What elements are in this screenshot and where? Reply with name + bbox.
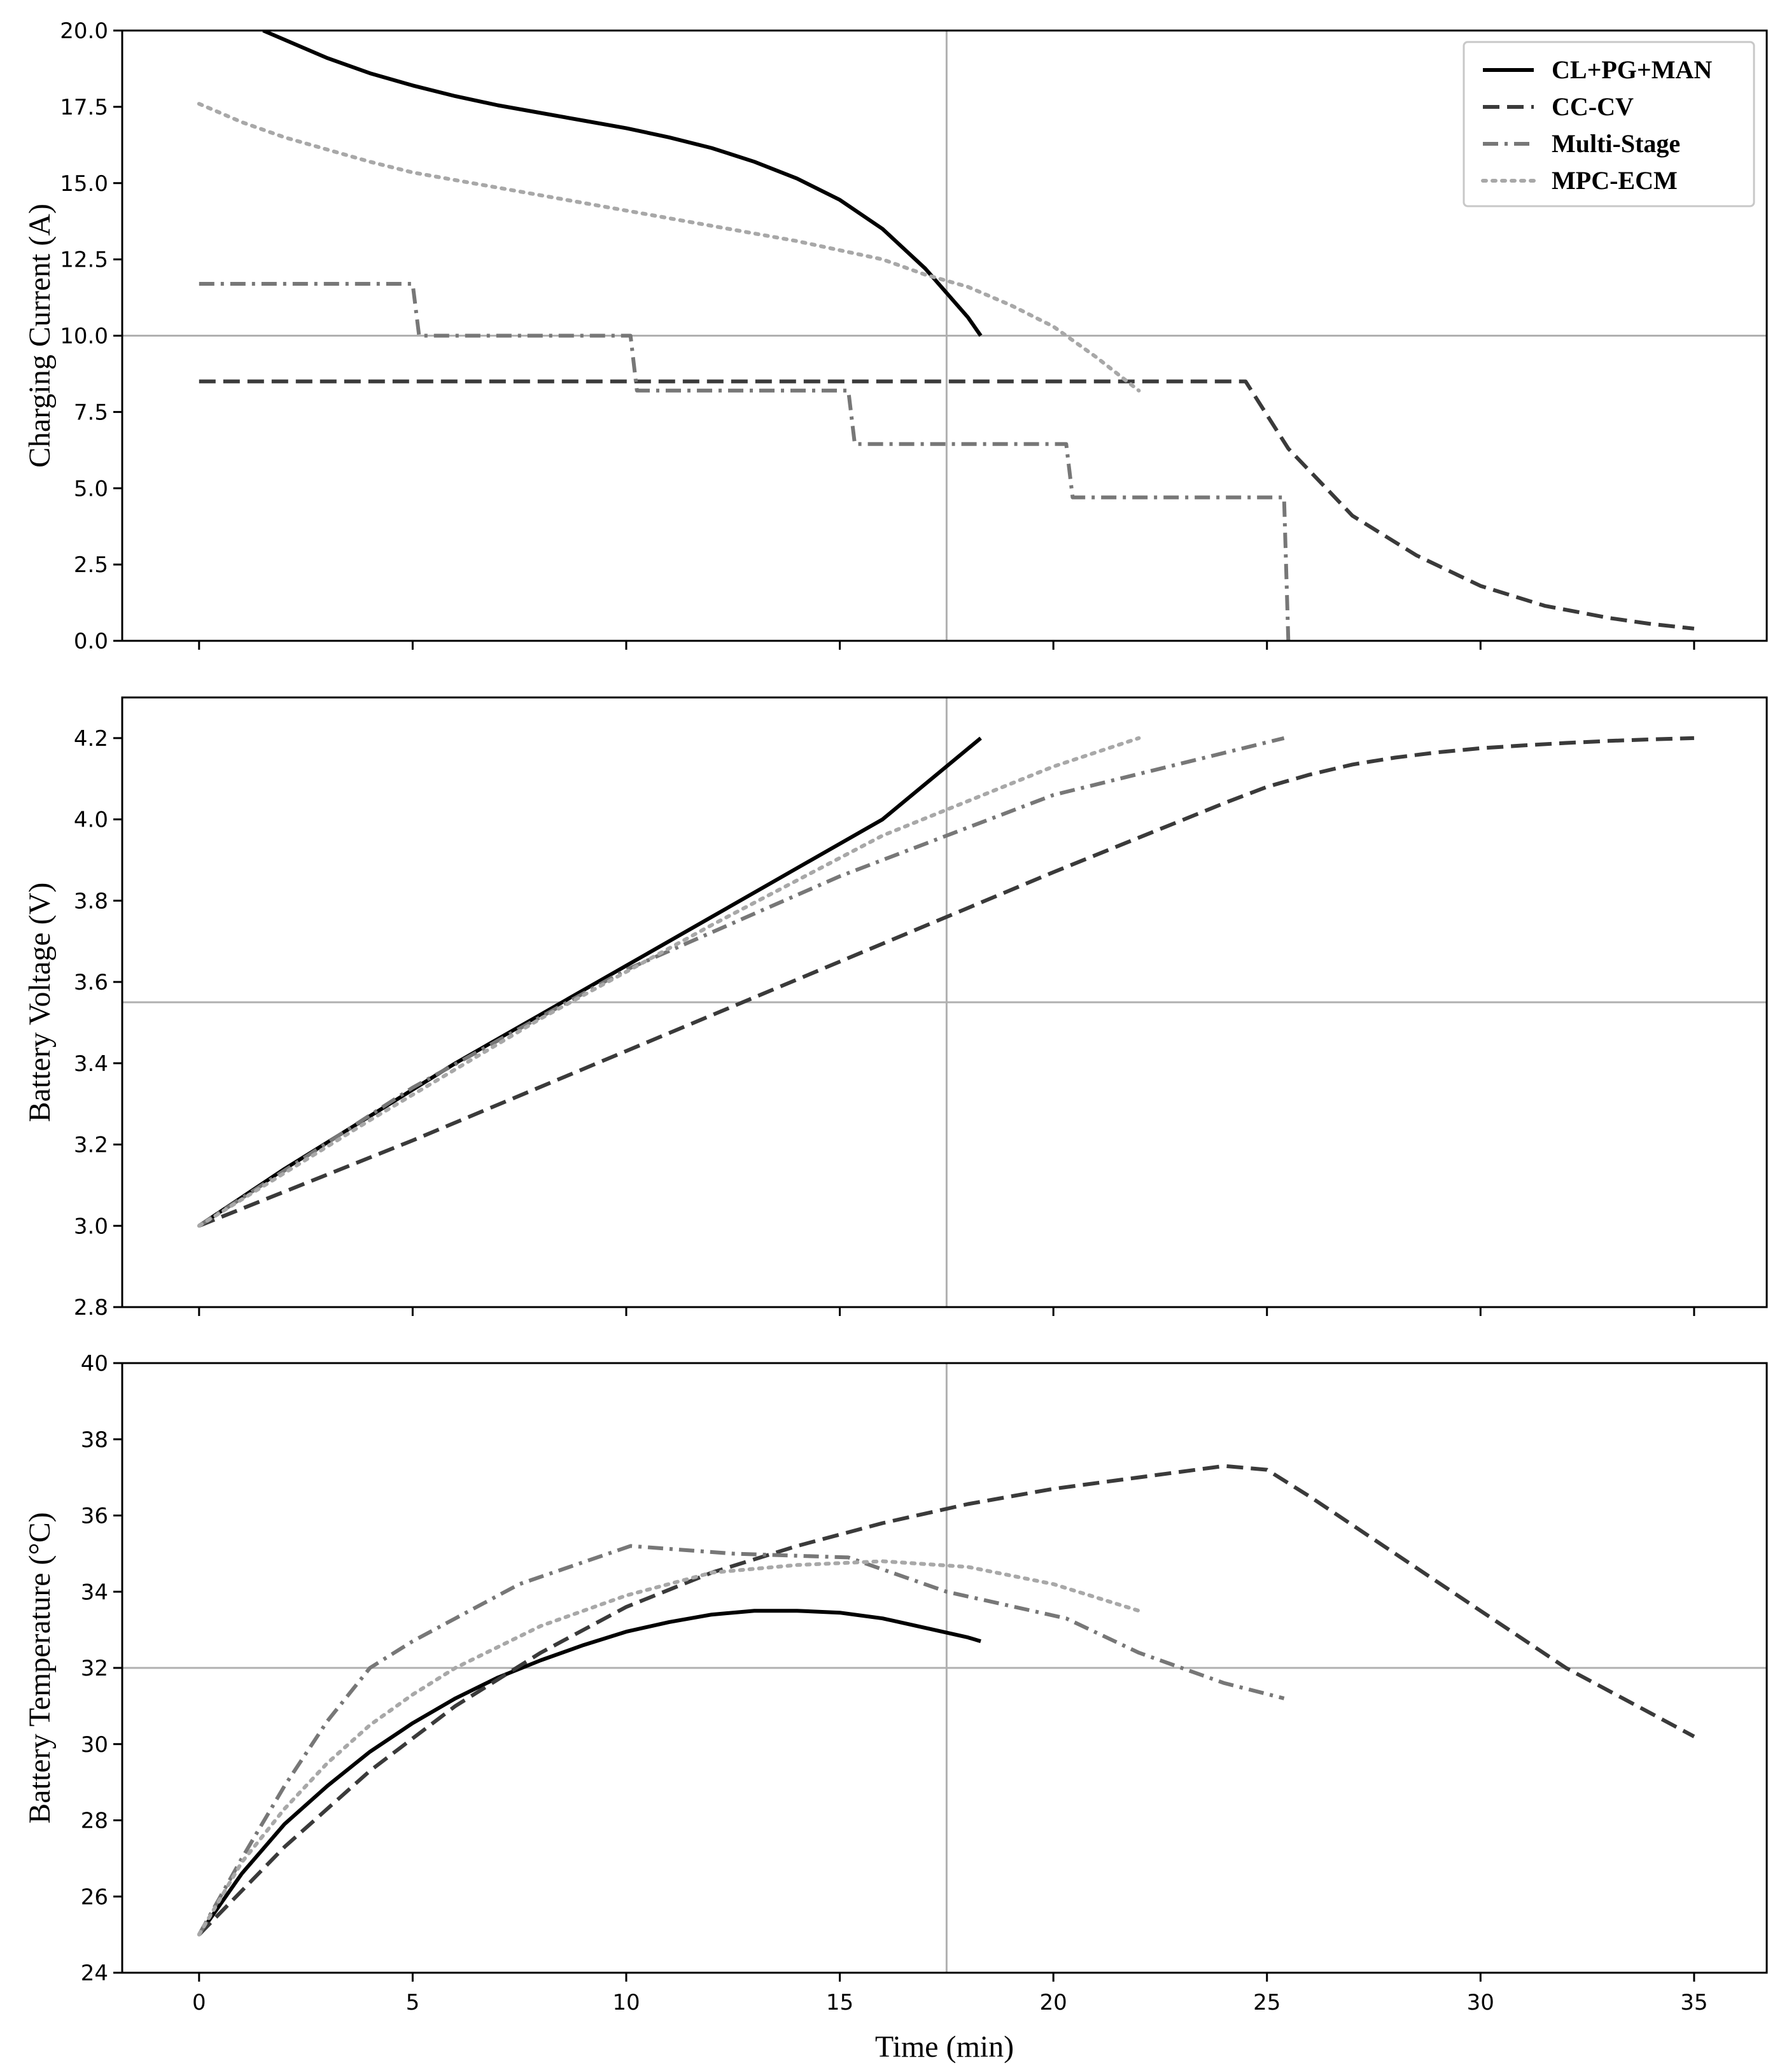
y-tick-label: 7.5 [74,400,108,425]
y-tick-label: 40 [81,1351,108,1376]
y-tick-label: 3.2 [74,1133,108,1158]
y-tick-label: 28 [81,1809,108,1834]
y-axis-label: Charging Current (A) [23,204,57,468]
y-tick-label: 38 [81,1427,108,1453]
y-tick-label: 12.5 [60,248,108,273]
y-tick-label: 2.8 [74,1295,108,1320]
panel-2: 2.8 3.0 3.2 3.4 3.6 3.8 4.0 4.2 Battery Voltage … [23,696,1768,1320]
y-tick-label: 32 [81,1656,108,1681]
series-line-cl-pg-man [262,31,983,337]
series-line-cc-cv [198,736,1694,1228]
y-tick-label: 3.6 [74,970,108,995]
y-tick-label: 5.0 [74,476,108,501]
series-line-mpc-ecm [197,1559,1141,1937]
y-tick-label: 2.5 [74,552,108,578]
series-line-multi-stage [197,1544,1285,1936]
series-line-cc-cv [197,1464,1695,1936]
legend-label: CL+PG+MAN [1552,55,1712,84]
y-tick-label: 26 [81,1884,108,1910]
panel-3: 24 26 28 30 32 34 36 38 40 0 5 10 15 20 25 30 35 Battery … [23,1351,1768,2015]
y-tick-label: 20.0 [60,18,108,44]
x-tick-label: 5 [406,1990,420,2015]
series-line-mpc-ecm [197,102,1141,393]
plot-frame [121,696,1768,1308]
x-tick-label: 30 [1467,1990,1494,2015]
legend: CL+PG+MAN CC-CV Multi-Stage MPC-ECM [1463,41,1755,207]
y-tick-label: 3.0 [74,1214,108,1239]
legend-label: CC-CV [1552,92,1634,121]
x-tick-label: 35 [1680,1990,1708,2015]
y-tick-label: 3.8 [74,888,108,914]
y-tick-label: 17.5 [60,95,108,120]
x-tick-label: 20 [1040,1990,1067,2015]
panel-1: 0.0 2.5 5.0 7.5 10.0 12.5 15.0 17.5 20.0 Charging… [23,18,1768,654]
y-tick-label: 4.2 [74,726,108,752]
x-tick-label: 15 [826,1990,853,2015]
y-axis-label: Battery Voltage (V) [23,883,57,1123]
series-line-cl-pg-man [198,736,982,1228]
y-tick-label: 15.0 [60,171,108,197]
y-tick-label: 3.4 [74,1051,108,1077]
y-tick-label: 10.0 [60,324,108,349]
y-tick-label: 4.0 [74,808,108,833]
y-tick-label: 36 [81,1504,108,1529]
x-tick-label: 0 [192,1990,206,2015]
y-tick-label: 0.0 [74,629,108,654]
series-line-multi-stage [198,736,1285,1228]
x-tick-label: 10 [612,1990,640,2015]
legend-label: MPC-ECM [1552,166,1678,195]
x-axis-label: Time (min) [875,2030,1014,2064]
legend-label: Multi-Stage [1552,129,1680,158]
y-axis-label: Battery Temperature (°C) [23,1512,57,1823]
x-tick-label: 25 [1253,1990,1280,2015]
legend-box [1463,41,1755,207]
series-line-cl-pg-man [197,1609,981,1936]
series-line-mpc-ecm [197,736,1141,1228]
series-line-multi-stage [199,282,1291,641]
y-tick-label: 34 [81,1579,108,1605]
y-tick-label: 30 [81,1732,108,1758]
y-tick-label: 24 [81,1961,108,1986]
